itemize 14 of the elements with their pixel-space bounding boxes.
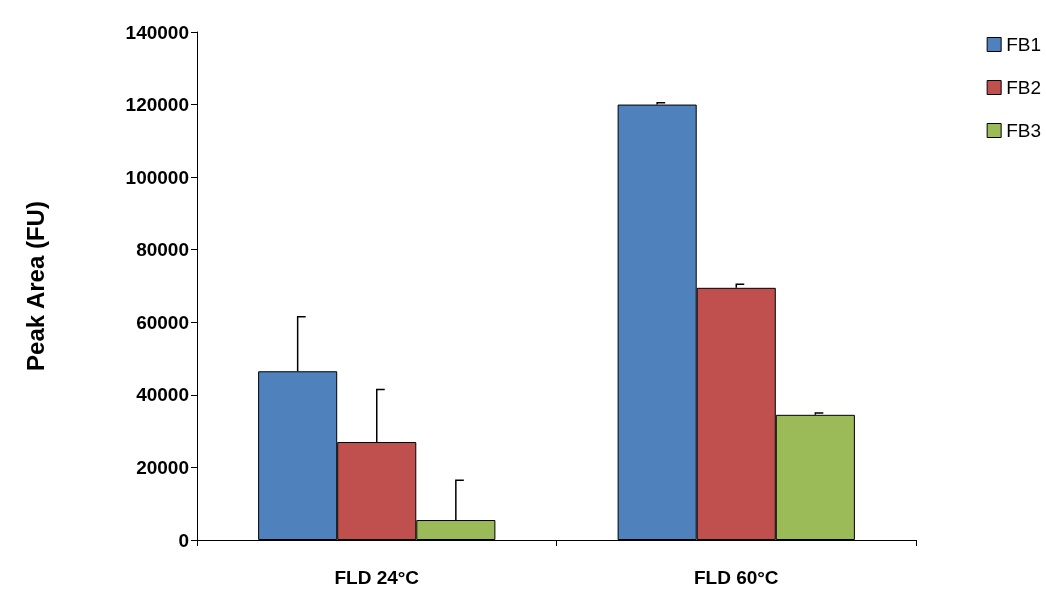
x-tick-label: FLD 60°C xyxy=(693,567,779,588)
x-tick-label: FLD 24°C xyxy=(334,567,420,588)
legend-label: FB2 xyxy=(1006,77,1042,98)
y-tick-label: 40000 xyxy=(136,384,189,406)
y-tick-label: 20000 xyxy=(136,456,189,478)
y-tick-label: 100000 xyxy=(125,166,189,188)
y-tick-label: 60000 xyxy=(136,311,189,333)
y-tick-label: 140000 xyxy=(125,21,189,43)
legend-label: FB3 xyxy=(1006,120,1042,141)
y-tick-label: 80000 xyxy=(136,239,189,261)
y-axis-title: Peak Area (FU) xyxy=(21,201,49,371)
y-tick-label: 120000 xyxy=(125,94,189,116)
legend-label: FB1 xyxy=(1006,34,1042,55)
y-tick-label: 0 xyxy=(178,529,189,551)
